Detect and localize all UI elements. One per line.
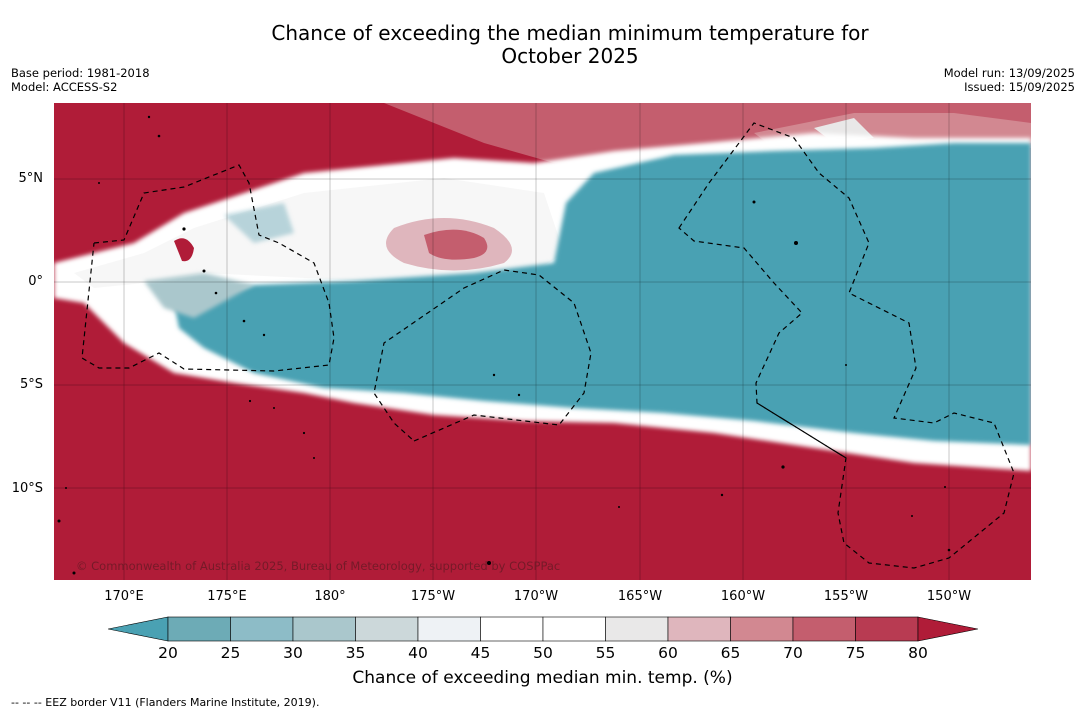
- colorbar-tick-label: 25: [220, 644, 241, 662]
- model-run: Model run: 13/09/2025: [943, 66, 1075, 80]
- colorbar-tick-label: 70: [783, 644, 803, 662]
- colorbar-tick-label: 50: [533, 644, 553, 662]
- colorbar-tick-label: 60: [658, 644, 678, 662]
- lon-label: 170°E: [104, 589, 144, 604]
- colorbar-cell: [855, 616, 919, 642]
- copyright-notice: © Commonwealth of Australia 2025, Bureau…: [76, 559, 561, 573]
- red-blob: [424, 229, 488, 260]
- colorbar-arrow-high-icon: [917, 616, 979, 642]
- colorbar-cell: [667, 616, 731, 642]
- colorbar-cell: [792, 616, 856, 642]
- lon-label: 175°W: [410, 589, 456, 604]
- colorbar-cell: [355, 616, 419, 642]
- light-blue-patch-west: [144, 273, 254, 318]
- colorbar-graphic: [107, 616, 979, 642]
- colorbar-tick-label: 55: [595, 644, 616, 662]
- islands: [57, 115, 951, 575]
- map-title: Chance of exceeding the median minimum t…: [0, 22, 1085, 68]
- eez-borders: [81, 122, 1015, 569]
- lat-label: 5°N: [18, 171, 44, 186]
- lon-label: 180°: [314, 589, 346, 604]
- base-period: Base period: 1981-2018: [11, 66, 150, 80]
- issued-date: Issued: 15/09/2025: [964, 80, 1075, 94]
- colorbar-tick-label: 20: [158, 644, 178, 662]
- lat-label: 10°S: [11, 481, 43, 496]
- lon-label: 160°W: [720, 589, 766, 604]
- colorbar-cell: [292, 616, 356, 642]
- meta-right: Model run: 13/09/2025 Issued: 15/09/2025: [944, 66, 1075, 94]
- colorbar-cell: [167, 616, 231, 642]
- colorbar-cell: [230, 616, 294, 642]
- colorbar-cell: [605, 616, 669, 642]
- meta-left: Base period: 1981-2018 Model: ACCESS-S2: [11, 66, 150, 94]
- colorbar-tick-label: 75: [845, 644, 866, 662]
- lon-label: 150°W: [926, 589, 972, 604]
- colorbar-tick-label: 35: [345, 644, 366, 662]
- colorbar-cell: [417, 616, 481, 642]
- colorbar-label: Chance of exceeding median min. temp. (%…: [352, 668, 733, 688]
- colorbar-arrow-low-icon: [107, 616, 169, 642]
- colorbar: [107, 616, 979, 648]
- colorbar-cell: [542, 616, 606, 642]
- title-line-1: Chance of exceeding the median minimum t…: [271, 21, 869, 45]
- colorbar-cell: [480, 616, 544, 642]
- graticule: [54, 103, 1031, 580]
- blue-patch-north: [224, 203, 294, 243]
- colorbar-tick-label: 65: [720, 644, 741, 662]
- colorbar-tick-label: 80: [908, 644, 928, 662]
- model-name: Model: ACCESS-S2: [11, 80, 118, 94]
- lat-label: 0°: [28, 274, 43, 289]
- title-line-2: October 2025: [501, 44, 639, 68]
- colorbar-cell: [730, 616, 794, 642]
- lat-label: 5°S: [19, 377, 43, 392]
- lon-label: 165°W: [617, 589, 663, 604]
- map-canvas: [54, 103, 1031, 580]
- colorbar-tick-label: 40: [408, 644, 428, 662]
- forecast-map: [54, 103, 1031, 580]
- colorbar-tick-label: 45: [470, 644, 491, 662]
- lon-label: 155°W: [823, 589, 869, 604]
- lon-label: 175°E: [207, 589, 247, 604]
- footer-note: -- -- -- EEZ border V11 (Flanders Marine…: [11, 696, 320, 709]
- red-patch-west: [174, 238, 194, 262]
- low-probability-region: [174, 143, 1031, 445]
- lon-label: 170°W: [513, 589, 559, 604]
- colorbar-tick-label: 30: [283, 644, 303, 662]
